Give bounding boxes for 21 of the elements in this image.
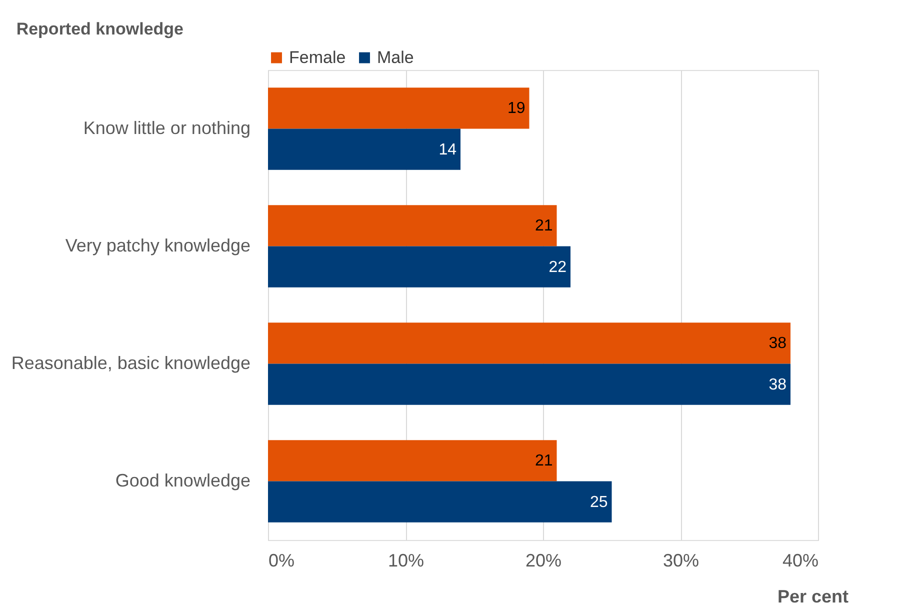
- data-label: 22: [548, 258, 567, 276]
- y-tick-label: Very patchy knowledge: [65, 235, 250, 256]
- data-label: 21: [534, 452, 553, 470]
- x-tick-label: 40%: [782, 550, 818, 570]
- y-axis-title: Reported knowledge: [16, 20, 184, 38]
- x-tick-label: 30%: [662, 550, 700, 570]
- y-tick-label: Know little or nothing: [83, 118, 250, 138]
- x-axis-title: Per cent: [777, 586, 848, 606]
- data-label: 38: [768, 376, 787, 394]
- data-label: 14: [438, 141, 457, 158]
- data-label: 19: [507, 100, 526, 118]
- data-label: 38: [768, 335, 787, 352]
- y-tick-label: Good knowledge: [115, 470, 250, 490]
- legend-label: Female: [289, 48, 346, 67]
- data-label: 25: [590, 494, 608, 511]
- x-tick-label: 10%: [388, 550, 424, 570]
- y-tick-label: Reasonable, basic knowledge: [11, 352, 250, 373]
- x-tick-label: 0%: [268, 550, 295, 570]
- legend-label: Male: [377, 48, 414, 67]
- x-tick-label: 20%: [525, 550, 562, 570]
- data-label: 21: [534, 218, 553, 235]
